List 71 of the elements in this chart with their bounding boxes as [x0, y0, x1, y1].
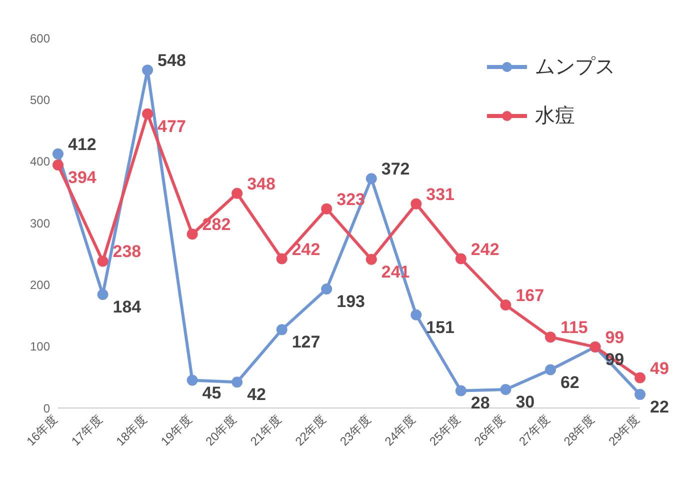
point: [634, 372, 646, 384]
data-label: 477: [158, 116, 186, 136]
data-label: 372: [381, 160, 410, 179]
point: [186, 374, 198, 386]
x-tick-label: 20年度: [202, 412, 240, 449]
data-label: 394: [68, 168, 97, 188]
data-label: 331: [426, 184, 455, 204]
point: [321, 203, 332, 214]
x-tick-label: 22年度: [292, 412, 329, 449]
x-tick-label: 19年度: [158, 412, 194, 449]
point: [142, 64, 154, 76]
data-label: 62: [560, 372, 580, 392]
x-tick-label: 29年度: [606, 412, 642, 449]
data-label: 412: [68, 134, 96, 154]
point: [410, 309, 422, 320]
legend-label: ムンプス: [535, 55, 615, 80]
point: [366, 254, 377, 265]
y-tick-label: 300: [30, 216, 50, 230]
data-label: 242: [470, 240, 500, 259]
data-label: 127: [292, 332, 320, 352]
point: [276, 324, 288, 336]
point: [500, 300, 512, 311]
data-label: 115: [560, 318, 588, 338]
x-tick-label: 23年度: [337, 412, 374, 449]
point: [142, 108, 154, 120]
data-label: 22: [650, 397, 669, 416]
point: [544, 332, 556, 343]
point: [455, 385, 466, 396]
y-tick-label: 100: [30, 340, 50, 354]
x-tick-label: 17年度: [68, 412, 105, 449]
data-label: 151: [426, 318, 455, 337]
data-label: 28: [470, 394, 490, 413]
point: [52, 160, 64, 171]
point: [366, 173, 377, 184]
x-tick-label: 26年度: [471, 412, 508, 449]
data-label: 42: [247, 385, 266, 404]
data-label: 30: [516, 392, 535, 412]
point: [52, 148, 64, 160]
data-label: 238: [112, 242, 142, 262]
point: [500, 384, 512, 395]
y-tick-label: 500: [30, 92, 50, 107]
point: [276, 253, 288, 264]
point: [634, 388, 646, 400]
y-tick-label: 200: [30, 278, 50, 292]
x-tick-label: 25年度: [426, 412, 464, 449]
point: [321, 283, 332, 294]
x-tick-label: 24年度: [382, 412, 418, 449]
point: [97, 289, 108, 300]
point: [410, 198, 422, 210]
data-label: 193: [336, 292, 365, 311]
data-label: 548: [158, 51, 186, 70]
legend-label: 水痘: [535, 104, 575, 129]
x-tick-label: 18年度: [113, 412, 150, 449]
data-label: 282: [202, 215, 231, 234]
data-label: 167: [516, 286, 544, 306]
y-tick-label: 400: [30, 154, 50, 169]
data-label: 49: [650, 358, 669, 378]
point: [232, 376, 243, 388]
data-label: 348: [247, 174, 276, 194]
x-tick-label: 27年度: [516, 412, 553, 449]
data-label: 184: [112, 298, 142, 317]
point: [544, 364, 556, 376]
x-tick-label: 21年度: [248, 412, 284, 449]
point: [97, 256, 108, 267]
x-tick-label: 28年度: [561, 412, 598, 449]
point: [186, 228, 198, 240]
point: [455, 253, 466, 264]
point: [232, 188, 243, 199]
y-tick-label: 600: [30, 31, 50, 46]
data-label: 45: [202, 383, 222, 402]
data-label: 99: [605, 328, 624, 347]
